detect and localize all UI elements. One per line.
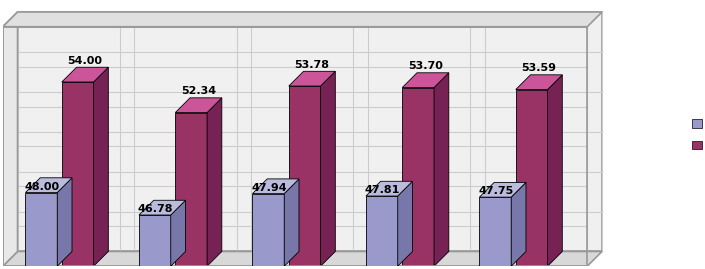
Polygon shape — [3, 252, 602, 266]
Polygon shape — [403, 87, 434, 266]
Text: 47.75: 47.75 — [478, 186, 513, 196]
Text: 53.70: 53.70 — [408, 61, 443, 71]
Polygon shape — [207, 98, 222, 266]
Polygon shape — [479, 197, 511, 266]
Text: 53.59: 53.59 — [522, 63, 556, 73]
Text: 54.00: 54.00 — [68, 56, 102, 66]
Text: 47.94: 47.94 — [251, 183, 287, 193]
Polygon shape — [3, 12, 602, 27]
Text: 47.81: 47.81 — [364, 185, 400, 195]
Polygon shape — [25, 178, 72, 193]
Polygon shape — [366, 196, 398, 266]
Polygon shape — [171, 200, 185, 266]
Polygon shape — [25, 193, 57, 266]
Text: 46.78: 46.78 — [138, 204, 173, 214]
Polygon shape — [398, 181, 412, 266]
Legend: , : , — [688, 115, 705, 154]
Polygon shape — [252, 194, 284, 266]
Polygon shape — [516, 75, 563, 90]
Polygon shape — [434, 73, 449, 266]
Polygon shape — [284, 179, 299, 266]
Polygon shape — [94, 67, 109, 266]
Polygon shape — [139, 200, 185, 215]
Polygon shape — [139, 215, 171, 266]
Polygon shape — [366, 181, 412, 196]
Polygon shape — [321, 71, 336, 266]
Text: 53.78: 53.78 — [295, 60, 329, 70]
Polygon shape — [57, 178, 72, 266]
Polygon shape — [3, 12, 18, 266]
Polygon shape — [479, 182, 526, 197]
Polygon shape — [511, 182, 526, 266]
Text: 48.00: 48.00 — [25, 182, 59, 192]
Polygon shape — [289, 71, 336, 86]
Polygon shape — [516, 90, 548, 266]
Polygon shape — [62, 82, 94, 266]
Polygon shape — [176, 113, 207, 266]
Text: 52.34: 52.34 — [181, 86, 216, 96]
Polygon shape — [403, 73, 449, 87]
Polygon shape — [62, 67, 109, 82]
Polygon shape — [548, 75, 563, 266]
Polygon shape — [252, 179, 299, 194]
Polygon shape — [176, 98, 222, 113]
Polygon shape — [18, 12, 602, 252]
Polygon shape — [289, 86, 321, 266]
